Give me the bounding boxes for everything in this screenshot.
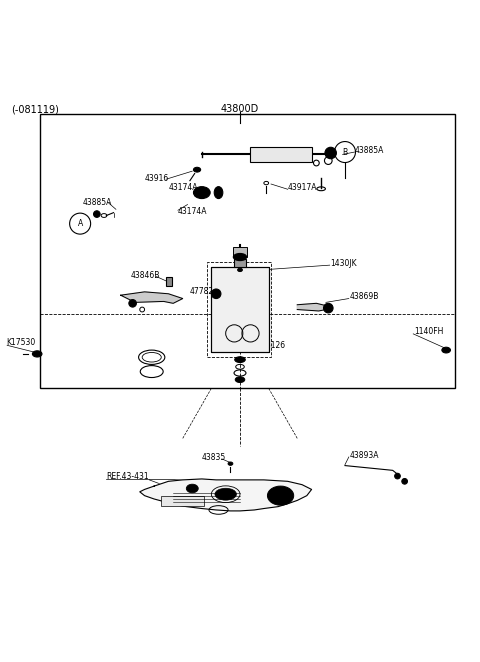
Text: 43126: 43126: [262, 341, 286, 350]
Polygon shape: [120, 292, 183, 303]
Bar: [39, 114, 455, 389]
Text: K17530: K17530: [6, 338, 36, 348]
Ellipse shape: [238, 268, 242, 271]
Text: 43893A: 43893A: [350, 451, 379, 459]
Bar: [206, 261, 271, 357]
Text: 43885A: 43885A: [355, 146, 384, 155]
Bar: [234, 260, 246, 267]
Text: 43916: 43916: [144, 174, 169, 183]
Ellipse shape: [267, 486, 294, 505]
Bar: [211, 267, 269, 352]
Text: 1430JK: 1430JK: [331, 259, 357, 267]
Ellipse shape: [186, 484, 198, 493]
Bar: [211, 267, 269, 352]
Circle shape: [211, 289, 221, 299]
Text: 43174A: 43174A: [178, 207, 207, 216]
Text: B: B: [342, 148, 348, 156]
Text: 43917A: 43917A: [288, 183, 317, 193]
Bar: [161, 496, 204, 506]
Ellipse shape: [193, 187, 210, 199]
Text: 43869B: 43869B: [350, 292, 379, 301]
Circle shape: [94, 211, 100, 217]
Ellipse shape: [33, 351, 42, 357]
Text: 1140FH: 1140FH: [414, 328, 444, 336]
Text: 43885A: 43885A: [83, 198, 112, 207]
Ellipse shape: [235, 357, 245, 363]
Text: 47782: 47782: [190, 287, 214, 296]
Bar: [166, 277, 172, 286]
Ellipse shape: [228, 462, 233, 465]
Polygon shape: [140, 479, 312, 511]
Text: REF.43-431: REF.43-431: [107, 472, 149, 481]
Text: 43846B: 43846B: [130, 271, 160, 280]
Bar: [250, 147, 312, 162]
Circle shape: [129, 299, 136, 307]
Text: 43835: 43835: [202, 453, 226, 462]
Circle shape: [324, 303, 333, 313]
Text: A: A: [232, 331, 236, 336]
Circle shape: [402, 479, 408, 484]
Ellipse shape: [215, 489, 237, 500]
Bar: [233, 246, 247, 257]
Ellipse shape: [235, 377, 245, 383]
Text: 43174A: 43174A: [168, 183, 198, 193]
Ellipse shape: [442, 348, 450, 353]
Ellipse shape: [214, 187, 223, 199]
Circle shape: [395, 473, 400, 479]
Ellipse shape: [233, 254, 247, 261]
Polygon shape: [297, 303, 328, 311]
Ellipse shape: [193, 167, 201, 172]
Text: B: B: [248, 331, 252, 336]
Text: 43800D: 43800D: [221, 104, 259, 114]
Text: A: A: [77, 219, 83, 228]
Circle shape: [325, 147, 336, 159]
Text: (-081119): (-081119): [11, 104, 59, 114]
